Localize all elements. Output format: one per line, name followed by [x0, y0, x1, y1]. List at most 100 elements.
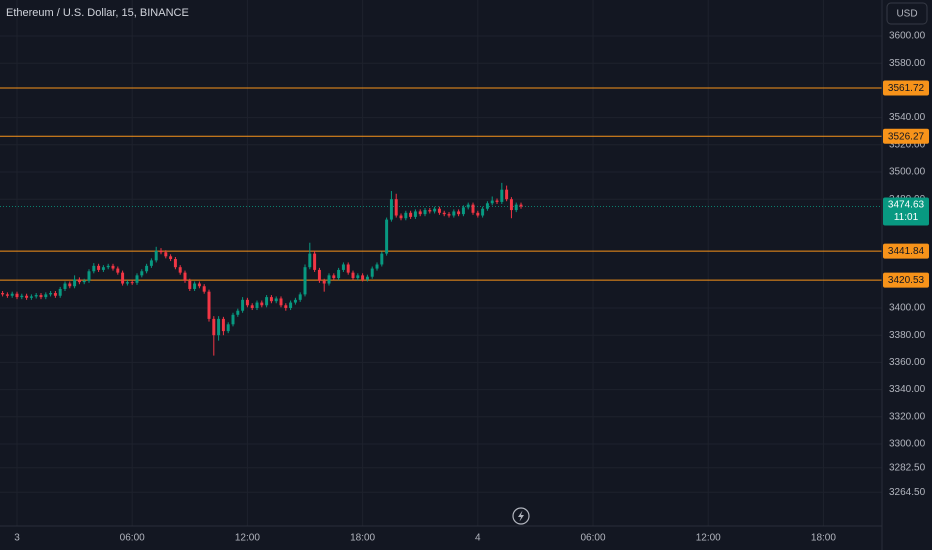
- candle-body: [10, 293, 14, 296]
- candle-body: [44, 294, 48, 298]
- candle-body: [447, 214, 451, 216]
- candle-body: [77, 279, 81, 283]
- x-tick-label: 18:00: [350, 533, 375, 544]
- candle-body: [135, 275, 139, 283]
- candle-body: [394, 199, 398, 216]
- candle-body: [337, 269, 341, 279]
- candle-body: [370, 268, 374, 277]
- candle-body: [505, 189, 509, 200]
- grid-layer: [0, 0, 882, 526]
- candle-body: [116, 268, 120, 273]
- candle-body: [495, 200, 499, 202]
- candle-body: [111, 265, 115, 269]
- x-tick-label: 12:00: [696, 533, 721, 544]
- candle-body: [409, 212, 413, 217]
- candle-body: [399, 215, 403, 219]
- candle-body: [15, 293, 19, 298]
- candle-body: [92, 265, 96, 272]
- candle-body: [351, 272, 355, 279]
- auto-scale-icon[interactable]: [512, 507, 530, 525]
- icon-bolt[interactable]: [518, 510, 524, 522]
- candle-body: [284, 305, 288, 308]
- candle-body: [169, 256, 173, 260]
- y-tick-label: 3264.50: [889, 487, 926, 498]
- candle-body: [471, 204, 475, 213]
- candle-body: [149, 260, 153, 266]
- last-price-box: [883, 197, 929, 226]
- level-label-box: [883, 128, 929, 144]
- y-tick-label: 3300.00: [889, 439, 926, 450]
- y-tick-label: 3282.50: [889, 462, 926, 473]
- level-label-box: [883, 80, 929, 96]
- candle-body: [375, 264, 379, 269]
- level-label: 3420.53: [888, 275, 925, 286]
- candle-body: [519, 204, 523, 207]
- candle-body: [125, 282, 129, 284]
- candle-layer: [1, 182, 523, 356]
- candle-body: [97, 265, 101, 270]
- candle-body: [308, 253, 312, 268]
- candle-body: [231, 314, 235, 325]
- candle-body: [101, 267, 105, 270]
- y-tick-label: 3320.00: [889, 411, 926, 422]
- y-tick-label: 3380.00: [889, 330, 926, 341]
- candle-body: [452, 211, 456, 216]
- candle-body: [442, 212, 446, 215]
- candle-body: [34, 295, 38, 297]
- level-label: 3526.27: [888, 131, 925, 142]
- candle-body: [279, 298, 283, 306]
- candle-body: [356, 275, 360, 279]
- candle-body: [193, 283, 197, 289]
- last-price-label: 3474.63: [888, 200, 925, 211]
- candle-body: [481, 208, 485, 216]
- candle-body: [226, 324, 230, 332]
- candle-body: [303, 267, 307, 295]
- y-tick-label: 3400.00: [889, 303, 926, 314]
- level-label: 3561.72: [888, 83, 925, 94]
- candle-body: [428, 210, 432, 212]
- icon-circle[interactable]: [512, 507, 530, 525]
- candle-body: [49, 293, 53, 295]
- candle-body: [385, 219, 389, 254]
- candle-body: [207, 291, 211, 319]
- candle-body: [437, 208, 441, 213]
- candle-body: [212, 318, 216, 336]
- level-layer: [0, 87, 882, 281]
- candle-body: [269, 297, 273, 302]
- candle-body: [159, 250, 163, 253]
- x-tick-label: 12:00: [235, 533, 260, 544]
- currency-label[interactable]: USD: [896, 9, 917, 20]
- candle-body: [63, 283, 67, 289]
- currency-button[interactable]: [886, 2, 928, 25]
- candle-body: [423, 210, 427, 215]
- candle-body: [202, 286, 206, 292]
- candle-body: [418, 211, 422, 215]
- candle-body: [332, 275, 336, 279]
- y-tick-label: 3580.00: [889, 58, 926, 69]
- candle-body: [500, 189, 504, 202]
- candle-body: [274, 298, 278, 302]
- candle-body: [317, 269, 321, 281]
- candle-body: [313, 253, 317, 270]
- candle-body: [466, 204, 470, 208]
- y-tick-label: 3360.00: [889, 357, 926, 368]
- candle-body: [73, 279, 77, 287]
- candle-body: [346, 264, 350, 273]
- candle-body: [217, 318, 221, 336]
- candle-body: [188, 280, 192, 289]
- candle-body: [298, 294, 302, 300]
- candle-body: [236, 310, 240, 315]
- candle-body: [87, 271, 91, 281]
- x-tick-label: 06:00: [581, 533, 606, 544]
- candle-body: [380, 253, 384, 265]
- x-tick-label: 4: [475, 533, 481, 544]
- candle-body: [68, 283, 72, 287]
- candle-body: [322, 280, 326, 284]
- candle-body: [509, 199, 513, 211]
- chart-title: Ethereum / U.S. Dollar, 15, BINANCE: [6, 7, 189, 19]
- x-tick-label: 06:00: [120, 533, 145, 544]
- candle-body: [106, 265, 110, 268]
- candle-body: [485, 203, 489, 209]
- candle-body: [58, 288, 62, 296]
